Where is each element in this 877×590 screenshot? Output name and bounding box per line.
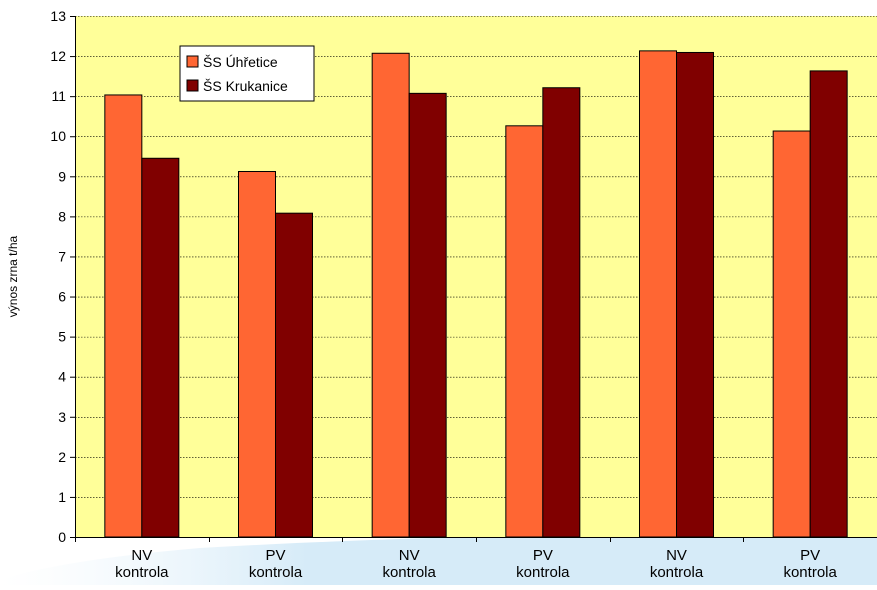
bar-krukanice — [542, 87, 581, 538]
bar-krukanice — [141, 157, 180, 538]
bar-krukanice — [676, 51, 714, 538]
y-tick-label: 0 — [58, 529, 66, 545]
y-tick-label: 11 — [51, 88, 66, 104]
x-tick-label: PV — [800, 547, 820, 564]
swoosh-shape — [0, 528, 877, 585]
y-tick-label: 8 — [58, 208, 66, 224]
legend-swatch — [186, 79, 199, 92]
bar-uhretice — [104, 94, 143, 538]
y-tick-label: 9 — [58, 168, 66, 184]
legend-swatch — [186, 55, 199, 68]
bar-uhretice — [371, 52, 410, 538]
y-tick-label: 6 — [58, 289, 66, 305]
y-tick-label: 5 — [58, 329, 66, 345]
x-tick-label: NV — [666, 547, 687, 564]
bar-uhretice — [772, 130, 811, 538]
y-tick-label: 10 — [50, 128, 66, 144]
x-tick-label: kontrola — [783, 564, 837, 581]
bar-krukanice — [408, 92, 447, 538]
bars — [104, 50, 848, 538]
plot-background — [75, 16, 877, 537]
y-tick-label: 3 — [58, 409, 66, 425]
bar-krukanice — [809, 70, 848, 538]
background-swoosh — [0, 528, 877, 585]
x-tick-label: kontrola — [650, 564, 704, 581]
y-tick-label: 7 — [58, 248, 66, 264]
legend-box — [179, 45, 315, 102]
x-tick-label: PV — [533, 547, 553, 564]
bar-uhretice — [639, 50, 677, 538]
x-tick-label: kontrola — [516, 564, 570, 581]
y-tick-label: 13 — [50, 8, 66, 24]
x-tick-label: kontrola — [382, 564, 436, 581]
y-axis-label: výnos zrna t/ha — [6, 235, 20, 317]
plot-area — [75, 16, 877, 537]
legend: ŠS Úhřetice ŠS Krukanice — [179, 45, 315, 102]
x-tick-label: NV — [131, 547, 152, 564]
y-tick-label: 2 — [58, 449, 66, 465]
legend-label: ŠS Krukanice — [203, 78, 288, 94]
x-tick-label: kontrola — [115, 564, 169, 581]
bar-uhretice — [505, 125, 544, 538]
y-tick-label: 1 — [58, 489, 66, 505]
x-tick-label: NV — [399, 547, 420, 564]
x-tick-label: PV — [265, 547, 285, 564]
y-tick-label: 12 — [50, 48, 66, 64]
x-tick-label: kontrola — [249, 564, 303, 581]
bar-krukanice — [275, 212, 313, 538]
bar-uhretice — [238, 170, 276, 538]
axes: 012345678910111213NVkontrolaPVkontrolaNV… — [6, 8, 877, 581]
legend-label: ŠS Úhřetice — [203, 54, 278, 70]
y-tick-label: 4 — [58, 369, 66, 385]
